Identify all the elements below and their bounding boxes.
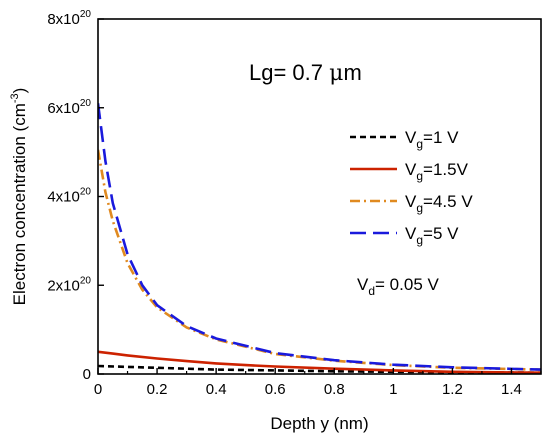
series-line-3 — [98, 103, 541, 371]
drain-voltage-value: = 0.05 V — [375, 275, 439, 294]
y-axis-label-close: ) — [10, 88, 29, 94]
x-axis-label: Depth y (nm) — [270, 414, 368, 433]
y-tick-label-0: 0 — [83, 366, 91, 383]
legend-label-1: Vg=1.5V — [405, 160, 469, 183]
gate-length-text: Lg= 0.7 — [249, 60, 329, 85]
y-tick-label-4: 8x1020 — [47, 9, 91, 28]
ticks-layer: 0 0.2 0.4 0.6 0.8 1 1.2 1.4 0 2x1020 4x1020 6x1020 8… — [47, 9, 542, 398]
x-tick-label-1: 0.2 — [147, 381, 168, 398]
y-axis-label: Electron concentration (cm-3) — [9, 88, 29, 306]
legend-label-2: Vg=4.5 V — [405, 192, 473, 215]
legend: Vg=1 V Vg=1.5V Vg=4.5 V Vg=5 V — [350, 128, 473, 247]
y-axis-label-main: Electron concentration (cm — [10, 103, 29, 305]
legend-label-3: Vg=5 V — [405, 224, 459, 247]
drain-voltage-v: V — [357, 275, 369, 294]
series-line-1 — [98, 350, 541, 374]
x-tick-label-2: 0.4 — [206, 381, 227, 398]
x-tick-label-0: 0 — [94, 381, 102, 398]
drain-voltage-sub: d — [368, 284, 375, 298]
legend-label-0: Vg=1 V — [405, 128, 459, 151]
y-tick-label-3: 6x1020 — [47, 98, 91, 117]
series-line-2 — [98, 149, 541, 371]
gate-length-annotation: Lg= 0.7 μm — [249, 60, 362, 86]
y-tick-label-2: 4x1020 — [47, 187, 91, 206]
x-tick-label-5: 1 — [389, 381, 397, 398]
y-axis-label-exponent: -3 — [9, 93, 21, 103]
series-layer — [98, 103, 541, 374]
y-tick-label-1: 2x1020 — [47, 275, 91, 294]
x-tick-label-4: 0.8 — [324, 381, 345, 398]
x-tick-label-6: 1.2 — [442, 381, 463, 398]
gate-length-unit: m — [343, 60, 361, 85]
gate-length-mu: μ — [329, 61, 343, 86]
x-tick-label-3: 0.6 — [265, 381, 286, 398]
x-tick-label-7: 1.4 — [501, 381, 522, 398]
drain-voltage-annotation: Vd= 0.05 V — [357, 275, 439, 298]
